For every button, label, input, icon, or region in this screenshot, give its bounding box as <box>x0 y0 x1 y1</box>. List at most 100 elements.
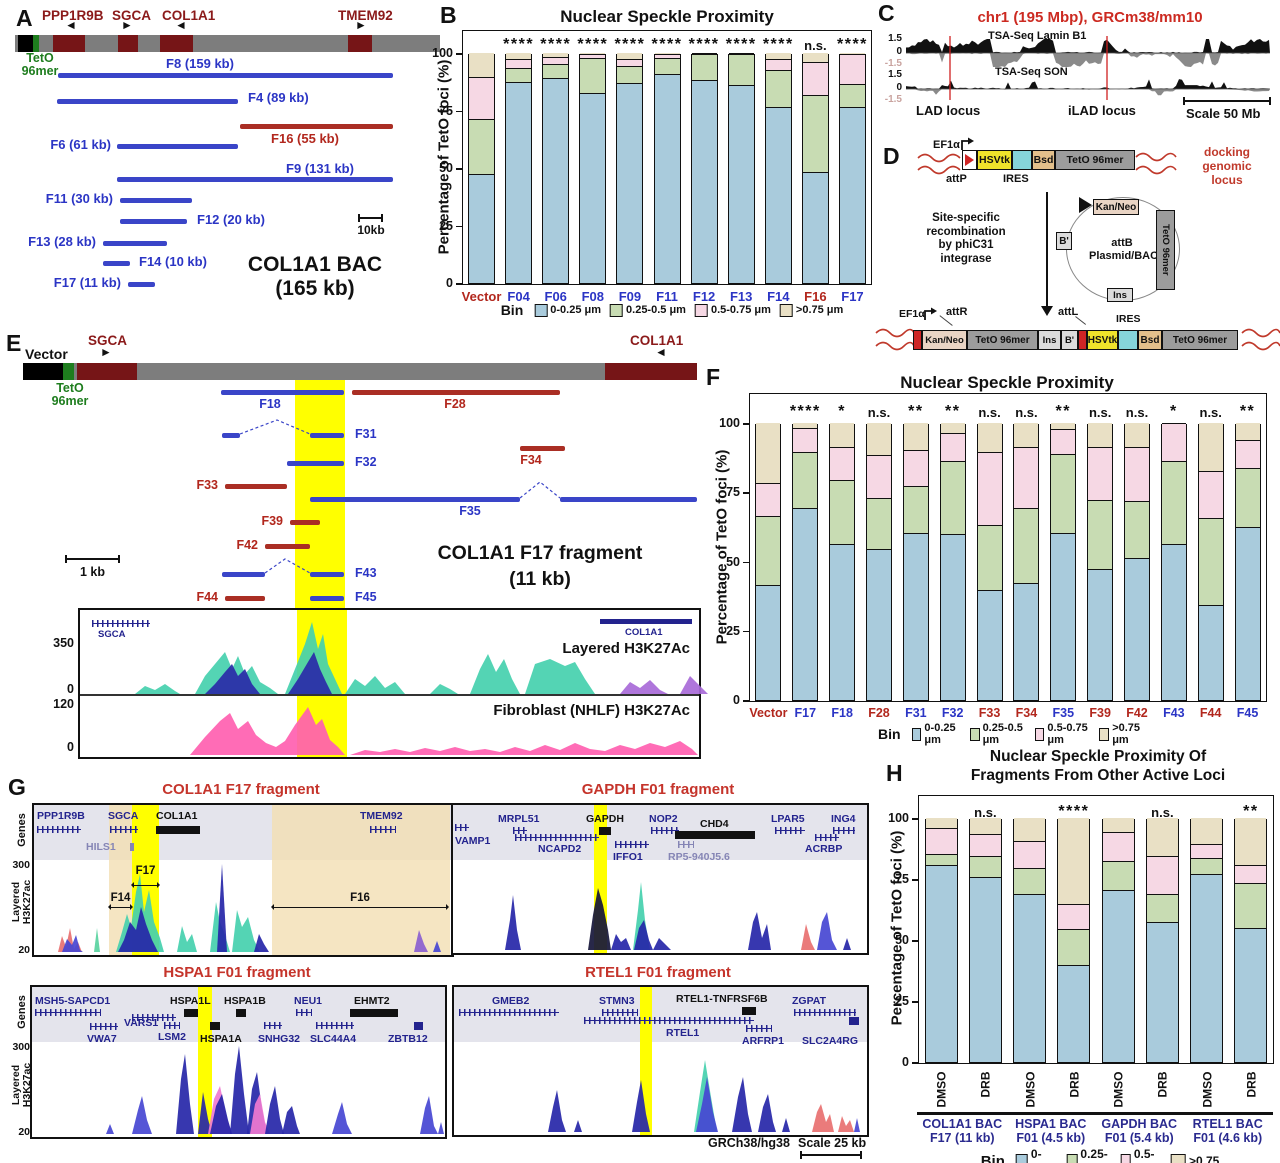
ires-box-top <box>1012 150 1032 170</box>
genome-build-label: GRCh38/hg38 <box>708 1136 790 1150</box>
x-category-label: Vector <box>749 706 788 720</box>
stacked-bar <box>1101 818 1135 1063</box>
fragment-bar-F17 <box>128 282 155 287</box>
bar-segment <box>506 59 532 70</box>
x-category-label: F17 <box>841 289 864 304</box>
g-gene-label-ING4: ING4 <box>831 813 856 825</box>
bar-segment <box>1058 818 1090 905</box>
legend-label: >0.75 μm <box>795 304 844 316</box>
bar-segment <box>1161 424 1186 462</box>
g-gene-glyph-ARFRP1 <box>746 1025 772 1032</box>
gene-label-PPP1R9B: PPP1R9B <box>42 8 104 23</box>
legend-label: 0-0.25 <box>1030 1147 1054 1163</box>
teto-96mer-box-top: TetO 96mer <box>1055 150 1135 170</box>
bar-segment <box>867 423 891 457</box>
bar-segment <box>506 69 532 83</box>
x-category-label: F12 <box>692 289 716 304</box>
a-scale-bar <box>358 214 383 222</box>
b-prime-box-bottom: B' <box>1061 330 1078 350</box>
h-group-label: HSPA1 BAC <box>1015 1117 1087 1131</box>
legend-swatch <box>1170 1153 1186 1163</box>
chart-plot-b: 0 25 50 75 100 Vector **** F04 **** F06 **** F08 ***… <box>432 30 872 304</box>
bar-segment <box>469 119 495 175</box>
significance-label: * <box>838 403 846 420</box>
fragment-label: F17 (11 kb) <box>53 275 121 290</box>
fragment-bar-F14 <box>103 261 130 266</box>
stacked-bar <box>1124 423 1150 701</box>
t1-zero-tick: 0 <box>67 682 74 696</box>
tsa-seq-tracks <box>906 36 1270 100</box>
x-category-label: F18 <box>831 706 853 720</box>
ires-label-top: IRES <box>1003 173 1029 185</box>
gene-region <box>348 35 372 52</box>
g-gene-label-RTEL1: RTEL1 <box>666 1027 700 1039</box>
genomic-flank-squiggle <box>875 328 915 351</box>
bar-segment <box>1235 468 1260 529</box>
teto-96mer-box-bottom-2: TetO 96mer <box>1162 330 1238 350</box>
gene-strand-arrow-icon: ► <box>121 18 133 32</box>
panel-c-title: chr1 (195 Mbp), GRCm38/mm10 <box>977 9 1203 26</box>
g-gene-label-GAPDH: GAPDH <box>586 813 624 825</box>
bar-segment <box>1088 569 1113 700</box>
bar-segment <box>839 53 865 56</box>
bar-segment <box>977 423 1002 454</box>
bar-segment <box>1235 423 1260 442</box>
bar-segment <box>969 877 1001 1062</box>
g-h3k27ac-peaks <box>106 1046 444 1134</box>
significance-label: ** <box>1239 403 1256 420</box>
h-group-label: GAPDH BAC <box>1101 1117 1178 1131</box>
g-gene-glyph-TMEM92 <box>370 826 396 833</box>
bar-segment <box>1014 842 1046 870</box>
teto-line1: TetO <box>56 381 84 395</box>
g-yellow-highlight <box>198 987 212 1137</box>
bar-segment <box>543 79 569 283</box>
h-group-line <box>1094 1112 1185 1116</box>
significance-label: n.s. <box>1199 405 1222 420</box>
g-gene-label-VWA7: VWA7 <box>87 1033 117 1045</box>
bsd-box-top: Bsd <box>1032 150 1055 170</box>
stacked-bar <box>468 53 496 284</box>
a-scale-label: 10kb <box>357 223 385 237</box>
x-category-label: F13 <box>729 289 753 304</box>
fragment-bar-F9 <box>117 177 393 182</box>
legend-label: 0.5-0.75 <box>1133 1147 1157 1163</box>
significance-label: n.s. <box>974 805 997 820</box>
fragment-bar <box>222 433 240 438</box>
legend-item: >0.75 μm <box>1099 722 1146 746</box>
g-gene-label-CHD4: CHD4 <box>700 818 729 830</box>
promoter-arrow-icon <box>961 137 974 150</box>
teto-96mer-label: TetO 96mer <box>40 382 100 408</box>
g-gene-glyph-SLC2A4RG <box>849 1017 859 1025</box>
y-tick-label: 100 <box>888 811 909 825</box>
legend-item: 0-0.25 <box>1015 1147 1057 1163</box>
attb-plasmid-label: attB Plasmid/BAC <box>1089 237 1159 262</box>
bac-chromosome-bar <box>15 35 440 52</box>
bar-segment <box>903 486 928 534</box>
g-gene-glyph-HSPA1B <box>236 1009 246 1017</box>
g-gene-label-LSM2: LSM2 <box>158 1031 187 1043</box>
g-gene-label-NOP2: NOP2 <box>649 813 678 825</box>
x-category-label: F14 <box>767 289 790 304</box>
bar-segment <box>1161 423 1186 425</box>
g-gene-glyph-EHMT2 <box>350 1009 398 1017</box>
tsa-lamin-track-label: TSA-Seq Lamin B1 <box>988 30 1087 42</box>
bar-segment <box>903 533 928 700</box>
g-gene-label-IFFO1: IFFO1 <box>613 851 643 863</box>
docking-locus-label: docking genomic locus <box>1202 145 1252 187</box>
legend-label: 0.25-0.5 <box>1080 1147 1108 1163</box>
ins-box-bottom: Ins <box>1038 330 1061 350</box>
bar-segment <box>1235 818 1267 866</box>
h-group-label: F17 (11 kb) <box>929 1131 995 1145</box>
e-splice-carats <box>239 419 561 574</box>
stacked-bar <box>838 53 866 284</box>
g-annotation-label-F14: F14 <box>110 892 131 904</box>
fragment-bar-F4 <box>57 99 238 104</box>
legend-label: >0.75 μm <box>1112 722 1141 746</box>
g-annotation-label-F16: F16 <box>350 892 370 904</box>
bar-segment <box>617 53 643 60</box>
g-gene-glyph-VARS1 <box>132 1014 176 1021</box>
bar-segment <box>903 450 928 487</box>
bar-segment <box>765 71 791 109</box>
panel-e-title: COL1A1 F17 fragment <box>437 542 643 564</box>
g-gene-label-SLC44A4: SLC44A4 <box>310 1033 357 1045</box>
